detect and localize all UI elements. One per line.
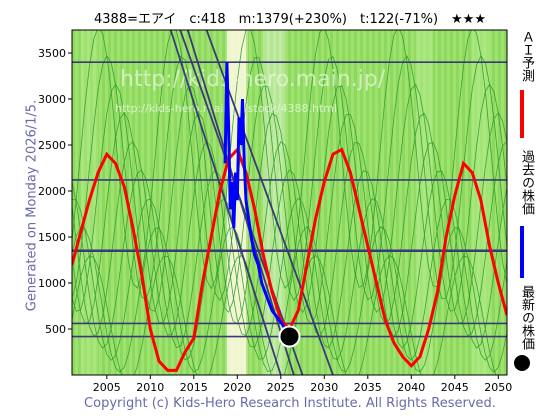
- y-tick-label: 1500: [38, 231, 66, 244]
- y-tick-label: 3500: [38, 47, 66, 60]
- y-axis: 500 1000 1500 2000 2500 3000 3500: [38, 47, 72, 336]
- x-tick-label: 2050: [484, 381, 512, 394]
- plot-frame: [71, 29, 508, 376]
- trend-line: [169, 30, 282, 375]
- latest-price-dot: [278, 325, 301, 348]
- watermark-large: http://kids-hero.main.jp/: [120, 67, 386, 92]
- legend-latest-price-label: 最新の株価: [519, 285, 534, 350]
- x-tick-label: 2045: [441, 381, 469, 394]
- legend-ai-forecast: ＡＩ予測: [512, 30, 544, 138]
- x-tick-label: 2040: [397, 381, 425, 394]
- copyright: Copyright (c) Kids-Hero Research Institu…: [84, 396, 496, 411]
- indicator-line: [72, 254, 497, 375]
- trend-line: [205, 30, 334, 375]
- legend-past-price: 過去の株価: [512, 150, 544, 278]
- x-tick-label: 2020: [223, 381, 251, 394]
- y-tick-label: 1000: [38, 277, 66, 290]
- x-tick-label: 2010: [136, 381, 164, 394]
- indicator-line: [72, 140, 507, 338]
- legend-past-price-swatch: [520, 226, 524, 278]
- generated-date: Generated on Monday 2026/1/5.: [24, 99, 40, 312]
- indicator-line: [72, 112, 507, 326]
- legend-ai-forecast-label: ＡＩ予測: [519, 30, 534, 82]
- y-tick-label: 2000: [38, 185, 66, 198]
- y-tick-label: 500: [45, 323, 66, 336]
- indicator-line: [72, 30, 507, 290]
- x-tick-label: 2025: [267, 381, 295, 394]
- x-tick-label: 2005: [93, 381, 121, 394]
- x-tick-label: 2030: [310, 381, 338, 394]
- legend-ai-forecast-swatch: [520, 90, 524, 138]
- y-tick-label: 2500: [38, 139, 66, 152]
- indicator-line: [72, 197, 507, 361]
- past-price-line: [223, 62, 291, 338]
- chart-title: 4388=エアイ c:418 m:1379(+230%) t:122(-71%)…: [94, 12, 486, 27]
- legend-latest-price-swatch: [514, 355, 530, 371]
- x-tick-label: 2015: [180, 381, 208, 394]
- legend-latest-price: 最新の株価: [512, 285, 544, 375]
- x-tick-label: 2035: [354, 381, 382, 394]
- indicator-lines: [72, 30, 507, 375]
- y-tick-label: 3000: [38, 93, 66, 106]
- plot-area: http://kids-hero.main.jp/ http://kids-he…: [72, 30, 507, 375]
- legend-past-price-label: 過去の株価: [519, 150, 534, 215]
- x-axis: 2005 2010 2015 2020 2025 2030 2035 2040 2045 2050: [93, 375, 512, 394]
